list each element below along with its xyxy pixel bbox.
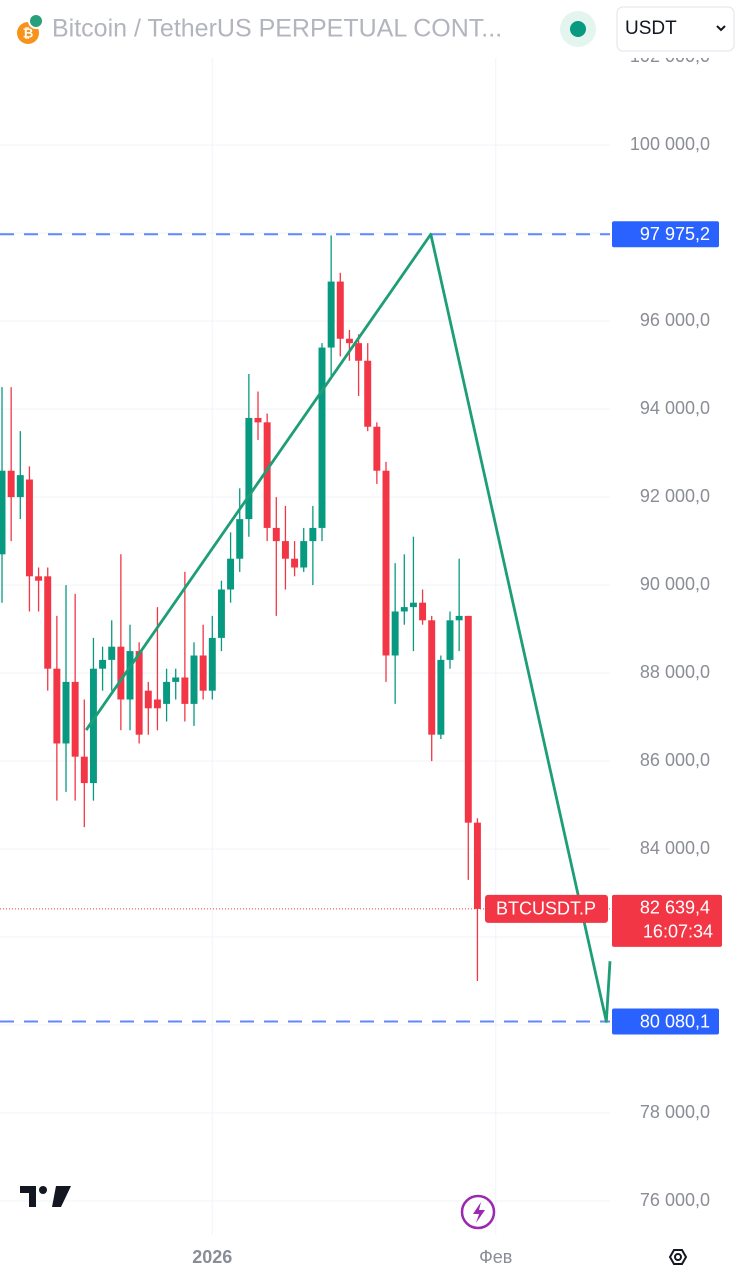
candle-body — [382, 470, 390, 656]
candle-body — [364, 360, 372, 427]
candle-body — [153, 699, 161, 709]
last-price-label: 82 639,4 — [640, 898, 710, 918]
lightning-icon — [473, 1202, 485, 1223]
x-tick-label: Фев — [479, 1247, 512, 1267]
y-tick-label: 78 000,0 — [640, 1102, 710, 1122]
candle-body — [464, 615, 472, 823]
x-tick-label: 2026 — [192, 1247, 232, 1267]
btc-symbol: ₿ — [23, 25, 34, 40]
candle-body — [345, 338, 353, 344]
candle-body — [0, 470, 6, 555]
market-status[interactable] — [570, 21, 586, 37]
logo-part — [20, 1186, 36, 1207]
candle-body — [217, 589, 225, 638]
y-tick-label: 90 000,0 — [640, 574, 710, 594]
symbol-title: Bitcoin / TetherUS PERPETUAL CONT... — [52, 15, 502, 43]
candle-body — [327, 281, 335, 348]
candle-body — [53, 668, 61, 744]
candle-body — [208, 637, 216, 691]
price-label: 97 975,2 — [640, 224, 710, 244]
candle-body — [227, 558, 235, 590]
candle-body — [245, 417, 253, 520]
candle-body — [236, 519, 244, 559]
candle-body — [300, 541, 308, 568]
candle-body — [199, 655, 207, 691]
y-tick-label: 84 000,0 — [640, 838, 710, 858]
currency-select[interactable] — [616, 6, 735, 52]
candle-body — [336, 281, 344, 339]
candle-body — [446, 620, 454, 660]
logo-part — [39, 1186, 47, 1194]
symbol-label: BTCUSDT.P — [496, 899, 596, 919]
candle-body — [263, 422, 271, 528]
candle-body — [172, 677, 180, 682]
candle-body — [181, 677, 189, 704]
candle-body — [309, 527, 317, 542]
countdown-label: 16:07:34 — [643, 922, 713, 942]
candle-body — [163, 681, 171, 704]
candle-body — [35, 576, 43, 581]
currency-label: USDT — [625, 18, 677, 39]
candle-body — [409, 602, 417, 608]
candle-body — [44, 576, 52, 669]
tv-logo — [20, 1186, 71, 1207]
candle-body — [291, 558, 299, 568]
y-tick-label: 100 000,0 — [630, 134, 710, 154]
y-tick-label: 96 000,0 — [640, 310, 710, 330]
trendline — [84, 232, 612, 1023]
candle-body — [144, 690, 152, 709]
price-label-bg — [612, 1008, 719, 1035]
candle-body — [355, 343, 363, 361]
candle-body — [272, 527, 280, 542]
candle-body — [126, 651, 134, 700]
candle-body — [391, 611, 399, 656]
symbol-label-bg — [485, 894, 608, 923]
candle-body — [318, 347, 326, 528]
y-tick-label: 88 000,0 — [640, 662, 710, 682]
candle-body — [89, 668, 97, 784]
candle-body — [437, 659, 445, 735]
logo-part — [52, 1186, 71, 1207]
candle-body — [117, 646, 125, 700]
candle-body — [254, 417, 262, 423]
usdt-icon — [28, 13, 44, 29]
candle-body — [473, 822, 481, 909]
candle-body — [455, 615, 463, 621]
settings-button[interactable] — [668, 1249, 688, 1265]
candle-body — [7, 470, 15, 498]
candle-body — [419, 602, 427, 621]
candle-body — [190, 655, 198, 704]
y-tick-label: 76 000,0 — [640, 1190, 710, 1210]
y-tick-label: 94 000,0 — [640, 398, 710, 418]
price-label-bg — [612, 221, 719, 248]
price-label: 80 080,1 — [640, 1011, 710, 1031]
candle-body — [428, 620, 436, 735]
plot-area: 76 000,078 000,080 000,082 000,084 000,0… — [0, 46, 710, 1267]
y-tick-label: 92 000,0 — [640, 486, 710, 506]
candle-body — [16, 475, 24, 498]
y-tick-label: 86 000,0 — [640, 750, 710, 770]
candle-body — [108, 646, 116, 660]
candle-body — [135, 651, 143, 735]
candle-body — [62, 681, 70, 744]
candle-body — [25, 479, 33, 577]
candle-body — [281, 541, 289, 559]
candle-body — [80, 756, 88, 784]
candle-body — [99, 659, 107, 669]
candle-body — [400, 607, 408, 612]
candle-body — [373, 426, 381, 471]
candle-body — [71, 681, 79, 757]
dropdown-arrow — [716, 25, 726, 32]
last-price-bg — [612, 894, 722, 947]
settings-icon — [674, 1253, 682, 1261]
